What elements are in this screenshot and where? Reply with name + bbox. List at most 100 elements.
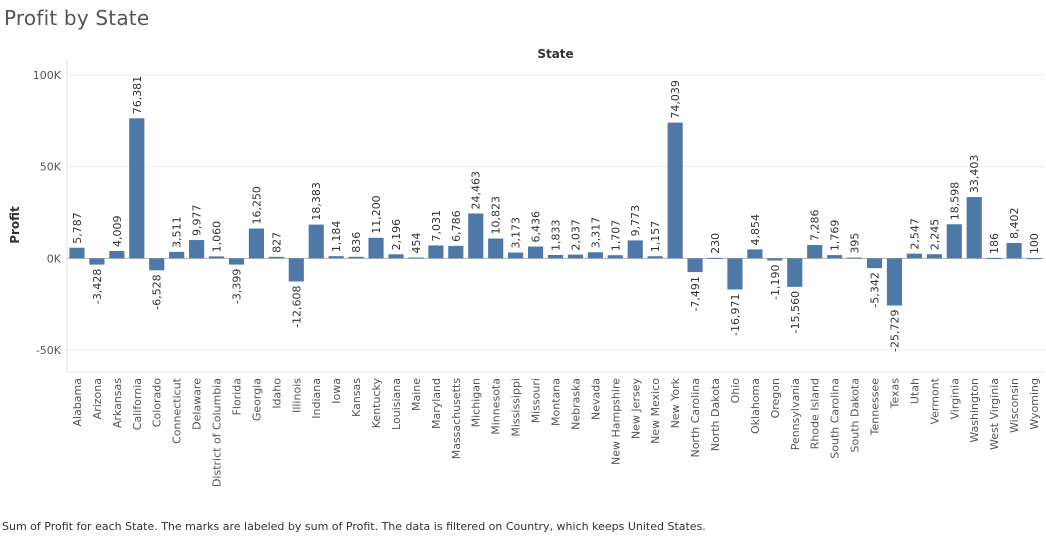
bar[interactable] xyxy=(986,257,1002,259)
x-tick-label: Maryland xyxy=(430,378,443,429)
bar[interactable] xyxy=(248,228,264,259)
x-tick-label: Mississippi xyxy=(510,378,523,437)
bar[interactable] xyxy=(727,258,743,290)
bar[interactable] xyxy=(189,240,205,259)
x-tick-label: Massachusetts xyxy=(450,378,463,460)
bar[interactable] xyxy=(208,256,225,259)
x-tick-label: Nebraska xyxy=(569,378,582,430)
bar-value-label: -1,190 xyxy=(769,265,782,300)
bar-value-label: -3,428 xyxy=(91,269,104,304)
bar-value-label: 9,977 xyxy=(191,205,204,237)
x-tick-label: South Carolina xyxy=(829,378,842,459)
bar-value-label: 16,250 xyxy=(250,186,263,225)
bar-value-label: 2,245 xyxy=(928,219,941,251)
bar[interactable] xyxy=(468,213,484,259)
x-tick-label: Florida xyxy=(230,378,243,415)
bar[interactable] xyxy=(707,257,723,259)
bar[interactable] xyxy=(348,256,364,259)
bar-value-label: 1,707 xyxy=(609,220,622,252)
x-tick-label: North Carolina xyxy=(689,378,702,458)
bar-value-label: 100 xyxy=(1028,233,1041,254)
x-tick-label: Colorado xyxy=(151,378,164,427)
bar[interactable] xyxy=(129,118,145,259)
bar-value-label: 24,463 xyxy=(470,171,483,209)
bar[interactable] xyxy=(328,256,344,259)
bar[interactable] xyxy=(886,258,903,306)
chart-title: Profit by State xyxy=(4,6,150,30)
bar[interactable] xyxy=(527,246,544,259)
bar[interactable] xyxy=(448,245,464,259)
bar-value-label: -25,729 xyxy=(888,310,901,352)
x-tick-label: Utah xyxy=(908,378,921,404)
bar[interactable] xyxy=(767,258,783,261)
bar[interactable] xyxy=(587,252,603,259)
bar[interactable] xyxy=(368,237,384,259)
bar[interactable] xyxy=(547,254,564,259)
bar[interactable] xyxy=(926,254,942,259)
bar[interactable] xyxy=(1006,242,1022,259)
bar-value-label: 3,511 xyxy=(171,216,184,248)
bar[interactable] xyxy=(228,258,245,265)
bar[interactable] xyxy=(966,197,982,259)
x-tick-label: North Dakota xyxy=(709,378,722,451)
bar[interactable] xyxy=(567,254,584,259)
bar-value-label: 827 xyxy=(270,232,283,253)
bar[interactable] xyxy=(946,224,962,259)
x-tick-label: Tennessee xyxy=(869,378,882,437)
y-tick-label: 100K xyxy=(33,69,62,82)
chart-caption: Sum of Profit for each State. The marks … xyxy=(2,520,706,533)
bar[interactable] xyxy=(607,255,623,259)
bar-value-label: 836 xyxy=(350,232,363,253)
bar[interactable] xyxy=(906,253,922,259)
bar[interactable] xyxy=(149,258,165,271)
x-tick-label: New Mexico xyxy=(649,378,662,444)
x-tick-label: Wyoming xyxy=(1028,378,1041,430)
bar-value-label: 7,031 xyxy=(430,210,443,242)
bar[interactable] xyxy=(428,245,444,259)
x-tick-label: Delaware xyxy=(191,378,204,430)
x-tick-label: Georgia xyxy=(250,378,263,421)
bar-value-label: 2,547 xyxy=(908,218,921,250)
x-tick-label: Maine xyxy=(410,378,423,411)
bar-value-label: 33,403 xyxy=(968,155,981,194)
x-tick-label: Arizona xyxy=(91,378,104,419)
bar[interactable] xyxy=(827,255,843,259)
bar[interactable] xyxy=(508,252,524,259)
bar[interactable] xyxy=(787,258,803,287)
bar-value-label: 6,436 xyxy=(530,211,543,243)
bar[interactable] xyxy=(627,240,643,259)
bar[interactable] xyxy=(109,250,125,259)
bar-value-label: 11,200 xyxy=(370,195,383,234)
bar[interactable] xyxy=(69,247,85,259)
bar[interactable] xyxy=(667,122,683,259)
x-tick-label: Nevada xyxy=(589,378,602,420)
bar[interactable] xyxy=(647,256,663,259)
bar[interactable] xyxy=(747,249,763,259)
bar[interactable] xyxy=(408,257,424,259)
bar-value-label: 76,381 xyxy=(131,76,144,115)
bar[interactable] xyxy=(388,254,404,259)
y-tick-label: 50K xyxy=(40,161,62,174)
bar[interactable] xyxy=(1026,258,1042,260)
x-tick-label: Idaho xyxy=(270,378,283,409)
bar[interactable] xyxy=(488,238,504,259)
x-tick-label: Rhode Island xyxy=(809,378,822,449)
x-tick-label: Illinois xyxy=(290,378,303,413)
bar-value-label: 230 xyxy=(709,233,722,254)
bar[interactable] xyxy=(866,258,883,269)
x-tick-label: Pennsylvania xyxy=(789,378,802,450)
x-tick-label: New Jersey xyxy=(629,378,642,440)
bar[interactable] xyxy=(308,224,324,259)
bar-value-label: 395 xyxy=(849,233,862,254)
column-header: State xyxy=(537,47,573,61)
bar[interactable] xyxy=(268,256,284,259)
bar[interactable] xyxy=(89,258,105,265)
bar-value-label: 186 xyxy=(988,233,1001,254)
bar[interactable] xyxy=(687,258,703,273)
bar[interactable] xyxy=(847,257,863,259)
bar[interactable] xyxy=(288,258,304,282)
bar[interactable] xyxy=(169,251,185,259)
x-tick-label: Virginia xyxy=(948,378,961,419)
bar[interactable] xyxy=(807,244,823,259)
